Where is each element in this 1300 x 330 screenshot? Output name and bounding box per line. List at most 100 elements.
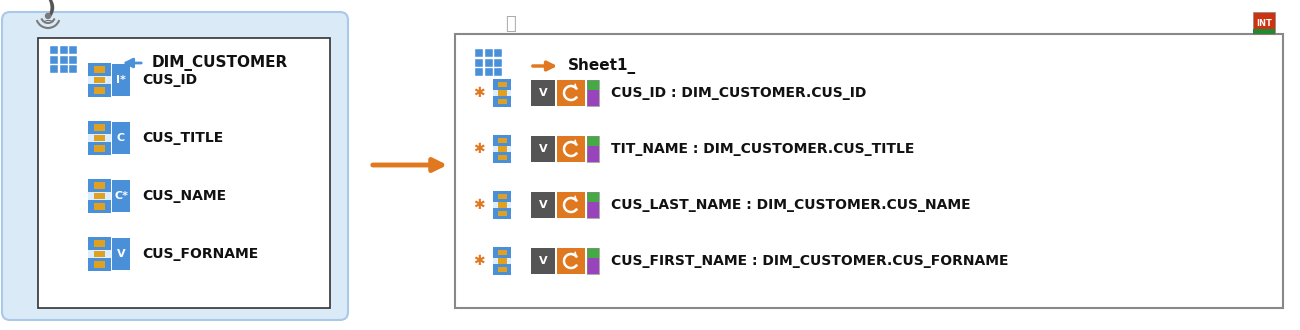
FancyBboxPatch shape <box>88 248 110 250</box>
Text: TIT_NAME : DIM_CUSTOMER.CUS_TITLE: TIT_NAME : DIM_CUSTOMER.CUS_TITLE <box>611 142 914 156</box>
FancyBboxPatch shape <box>493 80 511 89</box>
FancyBboxPatch shape <box>493 209 511 218</box>
FancyBboxPatch shape <box>498 211 507 216</box>
FancyBboxPatch shape <box>88 143 110 154</box>
Text: DIM_CUSTOMER: DIM_CUSTOMER <box>152 55 289 71</box>
FancyBboxPatch shape <box>588 80 599 90</box>
FancyBboxPatch shape <box>498 138 507 143</box>
FancyBboxPatch shape <box>88 238 110 249</box>
FancyBboxPatch shape <box>69 65 77 73</box>
Text: ✱: ✱ <box>473 86 485 100</box>
FancyBboxPatch shape <box>498 99 507 105</box>
FancyBboxPatch shape <box>88 211 110 213</box>
FancyBboxPatch shape <box>494 68 502 76</box>
Text: CUS_ID: CUS_ID <box>142 73 198 87</box>
Text: CUS_LAST_NAME : DIM_CUSTOMER.CUS_NAME: CUS_LAST_NAME : DIM_CUSTOMER.CUS_NAME <box>611 198 971 212</box>
FancyBboxPatch shape <box>498 267 507 273</box>
Circle shape <box>46 14 51 18</box>
FancyBboxPatch shape <box>493 105 511 107</box>
FancyBboxPatch shape <box>588 202 599 218</box>
FancyBboxPatch shape <box>498 258 507 264</box>
FancyBboxPatch shape <box>88 95 110 97</box>
FancyBboxPatch shape <box>556 136 585 162</box>
FancyBboxPatch shape <box>493 217 511 219</box>
FancyBboxPatch shape <box>88 258 110 261</box>
FancyBboxPatch shape <box>556 248 585 274</box>
FancyBboxPatch shape <box>88 133 110 143</box>
Text: 🔍: 🔍 <box>504 15 515 33</box>
FancyBboxPatch shape <box>493 200 511 202</box>
FancyBboxPatch shape <box>88 84 110 86</box>
FancyBboxPatch shape <box>493 96 511 98</box>
FancyBboxPatch shape <box>88 179 110 181</box>
FancyBboxPatch shape <box>493 161 511 163</box>
Text: CUS_FIRST_NAME : DIM_CUSTOMER.CUS_FORNAME: CUS_FIRST_NAME : DIM_CUSTOMER.CUS_FORNAM… <box>611 254 1009 268</box>
FancyBboxPatch shape <box>498 249 507 255</box>
FancyBboxPatch shape <box>94 203 105 210</box>
FancyBboxPatch shape <box>88 259 110 270</box>
Text: CUS_NAME: CUS_NAME <box>142 189 226 203</box>
FancyBboxPatch shape <box>493 201 511 209</box>
FancyBboxPatch shape <box>88 200 110 203</box>
FancyBboxPatch shape <box>588 258 599 274</box>
Text: V: V <box>538 88 547 98</box>
Text: INT: INT <box>1256 18 1271 27</box>
FancyBboxPatch shape <box>455 34 1283 308</box>
Text: V: V <box>538 144 547 154</box>
FancyBboxPatch shape <box>1253 12 1275 34</box>
FancyBboxPatch shape <box>493 257 511 265</box>
FancyBboxPatch shape <box>493 144 511 146</box>
FancyBboxPatch shape <box>94 261 105 268</box>
Text: C: C <box>117 133 125 143</box>
FancyBboxPatch shape <box>88 85 110 96</box>
FancyBboxPatch shape <box>498 82 507 87</box>
FancyBboxPatch shape <box>88 249 110 259</box>
FancyBboxPatch shape <box>94 145 105 152</box>
FancyBboxPatch shape <box>485 49 493 57</box>
FancyBboxPatch shape <box>88 73 110 76</box>
FancyBboxPatch shape <box>530 248 555 274</box>
FancyBboxPatch shape <box>94 192 105 199</box>
Text: ): ) <box>46 0 55 18</box>
Text: CUS_FORNAME: CUS_FORNAME <box>142 247 259 261</box>
FancyBboxPatch shape <box>474 68 484 76</box>
FancyBboxPatch shape <box>112 122 130 154</box>
FancyBboxPatch shape <box>38 38 330 308</box>
FancyBboxPatch shape <box>530 136 555 162</box>
Text: CUS_TITLE: CUS_TITLE <box>142 131 224 145</box>
FancyBboxPatch shape <box>94 87 105 94</box>
Text: V: V <box>117 249 125 259</box>
FancyBboxPatch shape <box>588 136 599 147</box>
FancyBboxPatch shape <box>493 153 511 162</box>
FancyBboxPatch shape <box>493 145 511 153</box>
FancyBboxPatch shape <box>474 49 484 57</box>
FancyBboxPatch shape <box>88 122 110 133</box>
FancyBboxPatch shape <box>112 64 130 96</box>
FancyBboxPatch shape <box>485 68 493 76</box>
FancyBboxPatch shape <box>493 89 511 97</box>
FancyBboxPatch shape <box>493 191 511 193</box>
Text: V: V <box>538 200 547 210</box>
FancyBboxPatch shape <box>88 64 110 75</box>
FancyBboxPatch shape <box>88 131 110 134</box>
FancyBboxPatch shape <box>49 65 58 73</box>
FancyBboxPatch shape <box>94 182 105 189</box>
FancyBboxPatch shape <box>60 46 68 54</box>
FancyBboxPatch shape <box>493 256 511 258</box>
FancyBboxPatch shape <box>112 238 130 270</box>
FancyBboxPatch shape <box>498 155 507 160</box>
FancyBboxPatch shape <box>1253 29 1275 34</box>
FancyBboxPatch shape <box>494 58 502 67</box>
FancyBboxPatch shape <box>493 248 511 257</box>
Text: ✱: ✱ <box>473 198 485 212</box>
FancyBboxPatch shape <box>485 58 493 67</box>
FancyBboxPatch shape <box>3 12 348 320</box>
FancyBboxPatch shape <box>88 191 110 201</box>
FancyBboxPatch shape <box>493 208 511 210</box>
FancyBboxPatch shape <box>493 79 511 81</box>
FancyBboxPatch shape <box>494 49 502 57</box>
FancyBboxPatch shape <box>94 240 105 247</box>
FancyBboxPatch shape <box>88 121 110 123</box>
FancyBboxPatch shape <box>588 192 599 202</box>
FancyBboxPatch shape <box>493 247 511 249</box>
